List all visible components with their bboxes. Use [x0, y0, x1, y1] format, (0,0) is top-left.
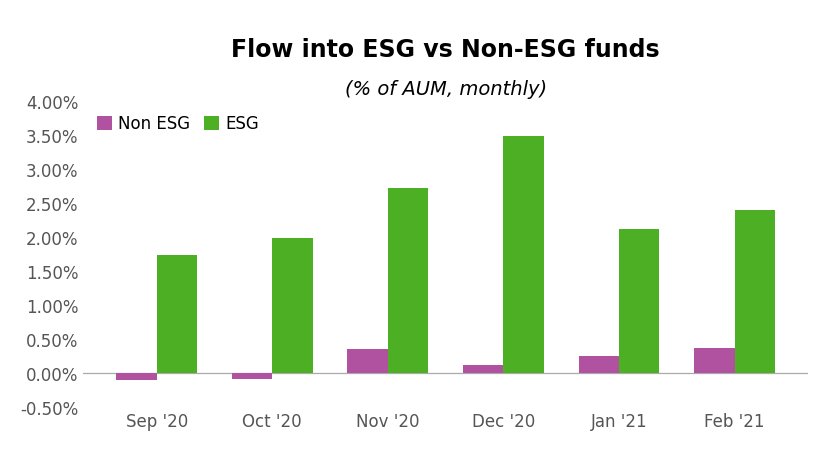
Bar	[388, 189, 428, 374]
Bar	[694, 348, 735, 374]
Legend: Non ESG, ESG: Non ESG, ESG	[92, 110, 264, 138]
Bar	[735, 211, 775, 374]
Bar	[117, 374, 157, 380]
Bar	[463, 365, 503, 374]
Bar	[232, 374, 272, 379]
Text: (% of AUM, monthly): (% of AUM, monthly)	[345, 80, 546, 99]
Title: Flow into ESG vs Non-ESG funds
(% of AUM, monthly): Flow into ESG vs Non-ESG funds (% of AUM…	[0, 462, 1, 463]
Bar	[157, 255, 197, 374]
Bar	[272, 238, 312, 374]
Bar	[579, 357, 619, 374]
Bar	[619, 230, 660, 374]
Text: Flow into ESG vs Non-ESG funds: Flow into ESG vs Non-ESG funds	[232, 38, 660, 62]
Bar	[503, 137, 544, 374]
Bar	[347, 349, 388, 374]
